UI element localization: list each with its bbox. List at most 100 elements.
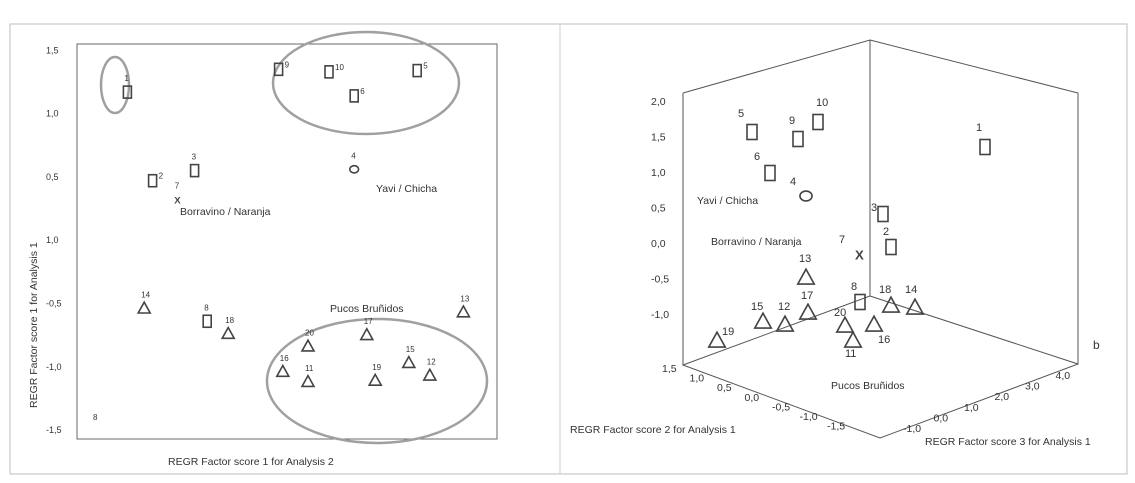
panel-b-letter: b	[1093, 338, 1100, 352]
panel-b-point-1-label: 1	[976, 122, 982, 134]
panel-b-point-6-marker	[764, 164, 776, 182]
group-label-yavi-chicha: Yavi / Chicha	[376, 183, 437, 195]
panel-b-point-4-label: 4	[790, 176, 796, 188]
point-4-marker	[349, 164, 360, 174]
panel-b-point-14-marker-triangle	[905, 297, 925, 315]
back-right-wall	[869, 39, 1079, 365]
point-19-marker-triangle	[367, 372, 383, 386]
point-19-label: 19	[372, 363, 381, 372]
point-3-label: 3	[192, 153, 197, 162]
panel-b-z-tick-label: 2,0	[651, 96, 666, 108]
panel-b-z-tick-label: 1,0	[651, 167, 666, 179]
point-2-marker	[147, 173, 158, 188]
panel-a-y-tick-label: -1,5	[46, 425, 62, 435]
point-11-label: 11	[305, 364, 314, 373]
point-13-label: 13	[460, 294, 469, 303]
panel-b-point-4-marker	[799, 190, 813, 202]
point-13-marker	[456, 304, 471, 318]
panel-b-point-10-marker-square	[812, 113, 824, 131]
panel-b-point-6-label: 6	[754, 151, 760, 163]
point-3-marker-square	[189, 163, 200, 178]
panel-b-point-7-marker: X	[855, 248, 864, 263]
panel-b-point-8-marker	[854, 293, 866, 311]
panel-b-point-20-label: 20	[834, 307, 846, 319]
point-12-label: 12	[427, 358, 436, 367]
ellipse-point-1	[99, 55, 131, 115]
point-17-label: 17	[364, 317, 373, 326]
point-20-marker	[300, 338, 316, 352]
panel-a-y-tick-label: -0,5	[46, 299, 62, 309]
point-2-marker-square	[147, 173, 158, 188]
panel-b-point-17-marker	[798, 302, 818, 320]
panel-b-point-18-marker	[881, 295, 901, 313]
panel-b-point-11-label: 11	[845, 348, 856, 360]
point-14-marker-triangle	[136, 300, 152, 314]
point-19-marker	[367, 372, 383, 386]
panel-b-point-20-marker	[835, 315, 855, 333]
panel-b-point-10-label: 10	[816, 97, 828, 109]
point-15-label: 15	[406, 345, 415, 354]
panel-b-depth-tick-label: 1,5	[662, 363, 677, 375]
panel-b-point-15-label: 15	[751, 301, 763, 313]
point-20-label: 20	[305, 329, 314, 338]
point-9-marker	[273, 62, 284, 77]
panel-b-point-19-marker-triangle	[707, 330, 727, 348]
panel-b-point-12-marker	[775, 314, 795, 332]
panel-b-z-tick-label: -0,5	[651, 274, 669, 286]
panel-b-point-14-marker	[905, 297, 925, 315]
panel-b-point-8-label: 8	[851, 281, 857, 293]
point-5-marker	[412, 63, 423, 78]
point-9-label: 9	[285, 60, 290, 69]
panel-b-point-20-marker-triangle	[835, 315, 855, 333]
point-7-marker-x-glyph: X	[174, 196, 181, 207]
panel-b-point-1-marker	[979, 138, 991, 156]
panel-a-y-ticks: 1,5 1,0 0,5 1,0 -0,5 -1,0 -1,5	[46, 45, 62, 435]
point-10-label: 10	[335, 63, 344, 72]
panel-b-depth-tick-label: 0,0	[745, 392, 760, 404]
panel-b-point-13-marker	[796, 267, 816, 285]
panel-b-depth-tick-label: 0,5	[717, 382, 732, 394]
point-4-marker-circle	[349, 164, 360, 174]
panel-b-point-9-marker	[792, 130, 804, 148]
panel-b-z-tick-label: 0,5	[651, 203, 666, 215]
panel-b-right-tick-label: 3,0	[1025, 381, 1040, 393]
point-12-marker-triangle	[422, 367, 438, 381]
panel-b-point-1-marker-square	[979, 138, 991, 156]
figure-border	[9, 23, 1128, 475]
point-13-marker-triangle	[456, 304, 471, 318]
panel-b-depth-tick-label: -1,0	[800, 411, 818, 423]
panel-b-group-label-yavi-chicha: Yavi / Chicha	[697, 195, 758, 207]
point-15-marker	[401, 354, 417, 369]
panel-b-x-axis-label: REGR Factor score 3 for Analysis 1	[925, 436, 1091, 448]
point-6-marker	[349, 89, 360, 103]
panel-b-group-label-pucos-brunidos: Pucos Bruñidos	[831, 380, 905, 392]
panel-a-y-tick-label: 1,0	[46, 109, 59, 119]
point-16-marker	[275, 363, 291, 378]
panel-b-point-16-label: 16	[878, 334, 890, 346]
point-16-marker-triangle	[275, 363, 291, 378]
point-16-label: 16	[280, 354, 289, 363]
point-14-label: 14	[141, 291, 150, 300]
panel-b-point-3-label: 3	[871, 202, 877, 214]
panel-b-point-10-marker	[812, 113, 824, 131]
point-3-marker	[189, 163, 200, 178]
panel-b-right-ticks: -1,0 0,0 1,0 2,0 3,0 4,0	[903, 370, 1070, 435]
panel-b-point-6-marker-square	[764, 164, 776, 182]
panel-b-point-18-marker-triangle	[881, 295, 901, 313]
panel-b-depth-tick-label: -1,5	[827, 421, 845, 433]
panel-b-depth-ticks: 1,5 1,0 0,5 0,0 -0,5 -1,0 -1,5	[662, 363, 845, 433]
panel-a-x-axis-label: REGR Factor score 1 for Analysis 2	[168, 456, 334, 468]
point-8-marker	[202, 314, 212, 329]
point-7-label: 7	[175, 182, 180, 191]
panel-b-y-axis-label: REGR Factor score 2 for Analysis 1	[570, 424, 736, 436]
point-8-label: 8	[204, 303, 209, 312]
panel-b-point-7-label: 7	[839, 234, 845, 246]
ellipse-pucos-brunidos	[265, 317, 489, 445]
panel-a-y-tick-label: -1,0	[46, 362, 62, 372]
panel-b-point-9-marker-square	[792, 130, 804, 148]
point-1-marker-square	[122, 85, 133, 99]
point-17-marker-triangle	[359, 327, 375, 341]
panel-b-point-19-marker	[707, 330, 727, 348]
